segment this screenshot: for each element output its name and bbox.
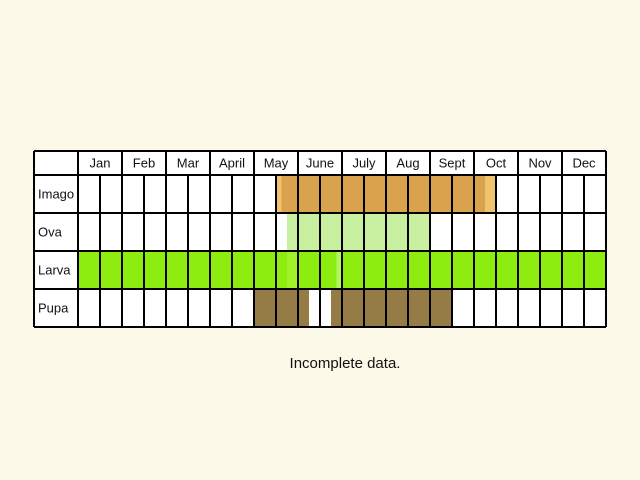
row-label-larva: Larva [38,263,71,278]
grid-lines [33,150,607,328]
month-label-oct: Oct [486,156,507,171]
month-label-june: June [306,156,334,171]
pupa-range-0 [254,289,309,327]
month-label-feb: Feb [133,156,155,171]
row-label-pupa: Pupa [38,301,69,316]
larva-range-3 [336,251,342,289]
month-label-aug: Aug [396,156,419,171]
month-label-nov: Nov [528,156,552,171]
month-label-may: May [264,156,289,171]
month-label-mar: Mar [177,156,200,171]
imago-range-1 [281,175,485,213]
month-label-dec: Dec [572,156,596,171]
larva-range-2 [298,251,337,289]
ova-range-0 [287,213,430,251]
month-label-july: July [352,156,376,171]
row-label-imago: Imago [38,187,74,202]
pupa-range-1 [331,289,452,327]
imago-range-0 [276,175,282,213]
month-label-jan: Jan [90,156,111,171]
larva-range-0 [78,251,287,289]
month-label-sept: Sept [439,156,466,171]
row-label-ova: Ova [38,225,63,240]
incomplete-data-note: Incomplete data. [289,355,401,372]
month-label-april: April [219,156,245,171]
labels: Jan Feb Mar April May June July Aug Sept Oct Nov De… [38,156,596,316]
imago-range-2 [485,175,496,213]
larva-range-1 [287,251,298,289]
